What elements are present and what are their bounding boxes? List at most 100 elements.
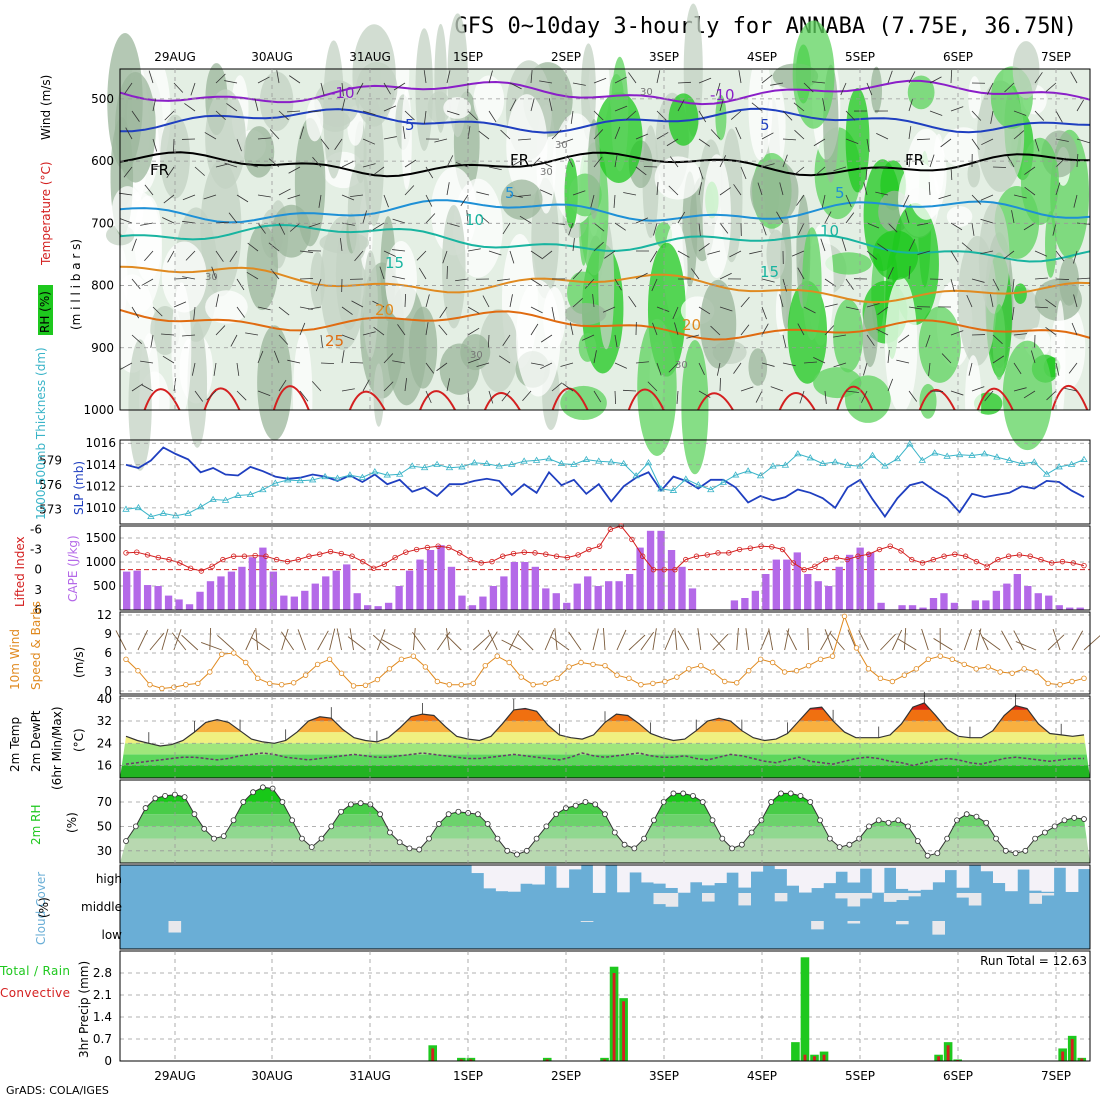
wind-barb — [341, 334, 355, 341]
wind-barb — [593, 156, 603, 168]
thickness-point — [744, 467, 752, 474]
cloud-cell — [883, 865, 897, 868]
rh2m-point — [377, 811, 384, 818]
wind10m-speed-point — [566, 664, 572, 670]
wind-barb — [299, 322, 306, 336]
thickness-point — [1042, 470, 1051, 477]
upper-air-panel: -10 -10 5 5 FR FR FR 5 5 10 10 15 15 20 20 25 30 30 30 30 30… — [38, 3, 1091, 475]
rh-shade-patch — [637, 318, 677, 456]
wind-barb — [349, 361, 364, 364]
rh2m-point — [533, 835, 540, 842]
wind-barb — [782, 138, 796, 141]
wind-barb — [226, 103, 238, 112]
wind-barb — [502, 334, 511, 346]
wind-barb — [749, 250, 763, 255]
rh2m-point — [191, 811, 198, 818]
wind10m-barb — [508, 630, 520, 651]
wind-barb — [917, 250, 931, 255]
wind-barb — [761, 323, 769, 336]
wind10m-speed-point — [925, 656, 932, 663]
cape-bar — [814, 581, 822, 610]
wind-barb — [656, 70, 661, 84]
wind-barb — [436, 362, 448, 372]
wind10m-speed-point — [746, 668, 752, 674]
rh-shade-patch — [905, 128, 947, 220]
wind-barb — [425, 166, 434, 179]
wind10m-speed-point — [1045, 680, 1051, 687]
cape-bar — [259, 547, 267, 610]
lifted-index-point — [930, 556, 937, 563]
cloud-cell — [1041, 865, 1055, 892]
wind-barb — [824, 303, 838, 308]
wind10m-barb — [1015, 641, 1037, 651]
thickness-point — [644, 459, 653, 466]
wind-barb — [203, 194, 217, 200]
temperature-contour — [120, 107, 1091, 134]
rh2m-ylabel: 2m RH — [29, 805, 43, 846]
rh-shade-patch — [1034, 278, 1082, 321]
lifted-index-point — [812, 563, 818, 570]
wind-barb — [354, 250, 364, 262]
wind10m-barb — [963, 629, 972, 651]
lifted-index-point — [317, 551, 323, 557]
wind-barb — [1023, 222, 1036, 231]
lifted-index-point — [144, 552, 151, 558]
wind10m-speed-line — [125, 614, 1085, 690]
rh2m-point — [514, 851, 520, 858]
wind-barb — [392, 249, 406, 252]
wind-barb — [1046, 390, 1057, 401]
lifted-index-point — [220, 556, 226, 563]
lifted-index-point — [134, 549, 140, 555]
wind-barb — [656, 132, 669, 140]
precip-total-bar — [800, 957, 810, 1061]
lifted-index-point — [866, 551, 872, 557]
wind-barb — [938, 194, 952, 200]
lifted-index-point — [1016, 552, 1023, 558]
warm-contour — [627, 388, 665, 411]
wind-barb — [215, 110, 226, 121]
wind-barb — [320, 138, 330, 150]
wind-barb — [287, 359, 301, 364]
cape-bar — [594, 586, 602, 610]
wind-barb — [1064, 387, 1078, 392]
wind-barb — [782, 110, 793, 121]
rh2m-point — [885, 819, 892, 826]
contour-label: -10 — [330, 84, 355, 102]
wind-barb — [502, 222, 511, 235]
warm-contour — [778, 392, 816, 411]
cape-bar — [196, 591, 204, 610]
thickness-line — [125, 443, 1085, 518]
lifted-index-point — [758, 543, 764, 549]
wind10m-speed-point — [374, 676, 381, 683]
lifted-index-point — [962, 553, 969, 559]
wind-barb — [287, 194, 301, 200]
wind-barb — [1030, 350, 1036, 364]
wind-barb — [373, 326, 385, 336]
wind-barb — [971, 222, 975, 236]
wind-barb — [845, 138, 859, 145]
thickness-point — [819, 459, 827, 467]
rh2m-tick-label: 30 — [97, 844, 112, 858]
thickness-point — [495, 462, 503, 469]
wind10m-barb — [891, 629, 903, 651]
wind10m-barb — [412, 631, 426, 651]
wind-barb — [478, 214, 490, 224]
rh2m-point — [866, 823, 872, 830]
rh2m-point — [328, 823, 335, 830]
top-date-label: 5SEP — [845, 50, 875, 64]
wind-barb — [423, 70, 427, 84]
lifted-index-point — [413, 546, 420, 553]
pressure-tick-label: 1000 — [83, 403, 114, 417]
wind10m-speed-point — [434, 678, 441, 685]
wind-barb — [698, 138, 710, 147]
cloud-cell — [1005, 865, 1018, 892]
wind-barb — [276, 70, 280, 84]
cape-bar — [510, 562, 519, 610]
wind-barb — [278, 110, 289, 121]
wind-barb — [131, 383, 144, 392]
rh2m-point — [504, 847, 511, 854]
wind10m-barb — [652, 628, 657, 651]
wind-barb — [530, 362, 544, 366]
wind-barb — [676, 390, 679, 404]
cape-bar — [825, 586, 833, 610]
